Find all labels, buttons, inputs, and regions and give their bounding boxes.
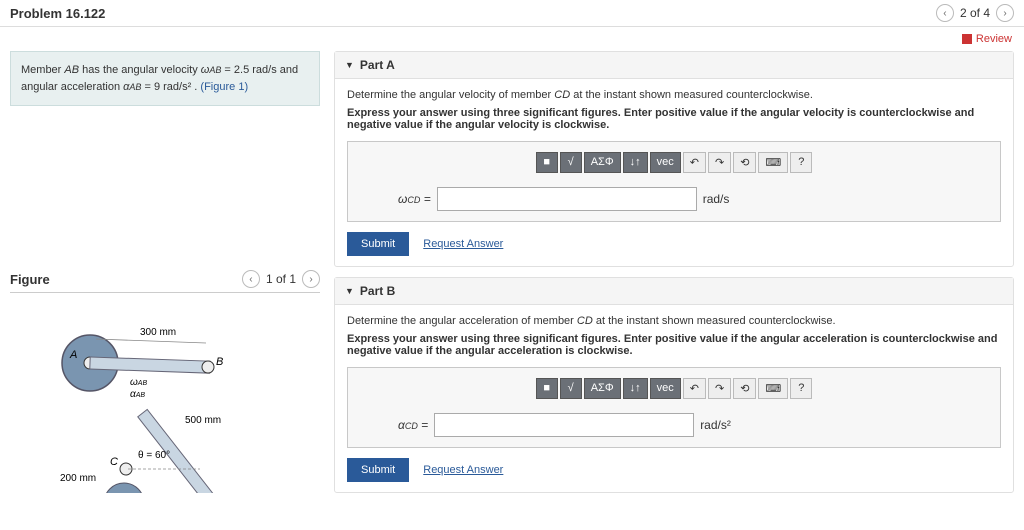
- part-a-request-answer[interactable]: Request Answer: [423, 238, 503, 250]
- review-link[interactable]: Review: [962, 33, 1012, 45]
- tb-redo[interactable]: ↷: [708, 378, 731, 399]
- tb-sqrt[interactable]: √: [560, 378, 582, 399]
- part-b-submit-button[interactable]: Submit: [347, 458, 409, 482]
- figure-pager: 1 of 1: [266, 272, 296, 286]
- svg-text:θ = 60°: θ = 60°: [138, 450, 170, 461]
- tb-help[interactable]: ?: [790, 378, 812, 399]
- svg-text:αAB: αAB: [130, 389, 145, 400]
- part-a-answer-box: ■ √ ΑΣΦ ↓↑ vec ↶ ↷ ⟲ ⌨ ? ωCD = ra: [347, 141, 1001, 222]
- problem-statement: Member AB has the angular velocity ωAB =…: [10, 51, 320, 106]
- part-b-input[interactable]: [434, 413, 694, 437]
- tb-help[interactable]: ?: [790, 152, 812, 173]
- tb-subsup[interactable]: ↓↑: [623, 152, 648, 173]
- part-a-submit-button[interactable]: Submit: [347, 232, 409, 256]
- svg-text:D: D: [130, 492, 138, 493]
- part-a-question: Determine the angular velocity of member…: [347, 89, 1001, 101]
- part-b-toolbar: ■ √ ΑΣΦ ↓↑ vec ↶ ↷ ⟲ ⌨ ?: [358, 378, 990, 399]
- part-a-lhs: ωCD =: [398, 192, 431, 206]
- part-a-header[interactable]: ▼ Part A: [335, 52, 1013, 79]
- tb-templates[interactable]: ■: [536, 152, 558, 173]
- pager-text: 2 of 4: [960, 6, 990, 20]
- part-a-input[interactable]: [437, 187, 697, 211]
- part-a: ▼ Part A Determine the angular velocity …: [334, 51, 1014, 267]
- part-b-lhs: αCD =: [398, 418, 428, 432]
- tb-sqrt[interactable]: √: [560, 152, 582, 173]
- tb-subsup[interactable]: ↓↑: [623, 378, 648, 399]
- caret-down-icon: ▼: [345, 286, 354, 296]
- svg-text:ωAB: ωAB: [130, 377, 147, 388]
- next-figure-button[interactable]: ›: [302, 270, 320, 288]
- part-a-toolbar: ■ √ ΑΣΦ ↓↑ vec ↶ ↷ ⟲ ⌨ ?: [358, 152, 990, 173]
- part-a-instructions: Express your answer using three signific…: [347, 107, 1001, 131]
- part-b-answer-box: ■ √ ΑΣΦ ↓↑ vec ↶ ↷ ⟲ ⌨ ? αCD = ra: [347, 367, 1001, 448]
- part-a-title: Part A: [360, 58, 395, 72]
- part-b-title: Part B: [360, 284, 395, 298]
- svg-text:500 mm: 500 mm: [185, 415, 221, 426]
- next-problem-button[interactable]: ›: [996, 4, 1014, 22]
- part-b-question: Determine the angular acceleration of me…: [347, 315, 1001, 327]
- tb-keyboard[interactable]: ⌨: [758, 378, 788, 399]
- part-b-header[interactable]: ▼ Part B: [335, 278, 1013, 305]
- prev-figure-button[interactable]: ‹: [242, 270, 260, 288]
- figure-title: Figure: [10, 272, 50, 287]
- figure-header: Figure ‹ 1 of 1 ›: [10, 266, 320, 293]
- tb-greek[interactable]: ΑΣΦ: [584, 152, 621, 173]
- svg-text:A: A: [69, 349, 77, 361]
- svg-text:200 mm: 200 mm: [60, 473, 96, 484]
- figure-diagram: A B 300 mm ωAB αAB 500 mm C θ = 60° 200 …: [10, 293, 320, 506]
- header-bar: Problem 16.122 ‹ 2 of 4 ›: [0, 0, 1024, 27]
- prev-problem-button[interactable]: ‹: [936, 4, 954, 22]
- tb-vec[interactable]: vec: [650, 152, 681, 173]
- tb-undo[interactable]: ↶: [683, 152, 706, 173]
- tb-reset[interactable]: ⟲: [733, 378, 756, 399]
- part-b-instructions: Express your answer using three signific…: [347, 333, 1001, 357]
- tb-greek[interactable]: ΑΣΦ: [584, 378, 621, 399]
- tb-keyboard[interactable]: ⌨: [758, 152, 788, 173]
- tb-undo[interactable]: ↶: [683, 378, 706, 399]
- tb-templates[interactable]: ■: [536, 378, 558, 399]
- part-b: ▼ Part B Determine the angular accelerat…: [334, 277, 1014, 493]
- part-b-request-answer[interactable]: Request Answer: [423, 464, 503, 476]
- svg-text:C: C: [110, 456, 118, 468]
- figure-ref-link[interactable]: (Figure 1): [200, 81, 248, 93]
- problem-pager: ‹ 2 of 4 ›: [936, 4, 1014, 22]
- part-a-unit: rad/s: [703, 192, 730, 206]
- flag-icon: [962, 34, 972, 44]
- svg-text:300 mm: 300 mm: [140, 327, 176, 338]
- problem-title: Problem 16.122: [10, 6, 105, 21]
- tb-reset[interactable]: ⟲: [733, 152, 756, 173]
- svg-text:B: B: [216, 356, 223, 368]
- part-b-unit: rad/s²: [700, 418, 731, 432]
- review-label: Review: [976, 33, 1012, 45]
- caret-down-icon: ▼: [345, 60, 354, 70]
- tb-redo[interactable]: ↷: [708, 152, 731, 173]
- tb-vec[interactable]: vec: [650, 378, 681, 399]
